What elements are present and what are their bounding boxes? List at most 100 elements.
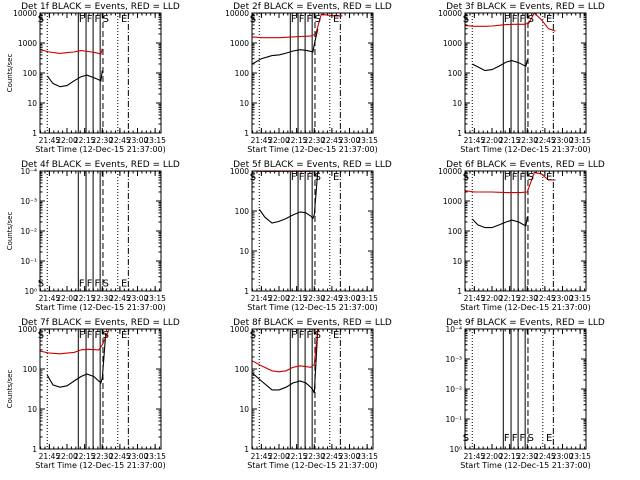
event-marker: S — [315, 172, 321, 183]
y-tick-label: 1 — [244, 287, 249, 296]
x-tick-label: 22:00 — [268, 136, 290, 145]
series-lld — [40, 48, 103, 55]
series-lld — [465, 171, 556, 194]
y-tick-label: 10⁻³ — [445, 355, 462, 364]
x-tick-label: 22:00 — [56, 136, 78, 145]
event-marker: F — [306, 330, 312, 341]
panel-det-9: Det 9f BLACK = Events, RED = LLD 10⁰ 10⁻¹ 1… — [445, 318, 604, 470]
series-events — [251, 328, 319, 394]
x-tick-label: 23:00 — [127, 294, 149, 303]
event-marker: F — [504, 172, 510, 183]
event-marker: F — [87, 14, 93, 25]
y-axis-label: Counts/sec — [6, 212, 14, 251]
event-marker: E — [121, 330, 127, 341]
series-events — [471, 216, 528, 229]
series-events — [251, 28, 319, 65]
series-events — [258, 170, 319, 224]
x-tick-label: 23:15 — [569, 294, 591, 303]
y-tick-label: 10 — [239, 247, 249, 256]
x-tick-label: 22:00 — [268, 294, 290, 303]
y-tick-label: 10⁻¹ — [445, 415, 462, 424]
event-marker: S — [315, 14, 321, 25]
x-tick-label: 23:15 — [144, 294, 166, 303]
y-tick-label: 1 — [32, 445, 37, 454]
y-tick-label: 1000 — [230, 325, 249, 334]
y-tick-label: 10 — [27, 99, 37, 108]
x-tick-label: 21:45 — [464, 294, 486, 303]
event-marker: F — [519, 172, 525, 183]
panel-title: Det 8f BLACK = Events, RED = LLD — [233, 318, 392, 328]
y-tick-label: 10000 — [13, 9, 37, 18]
x-tick-label: 21:45 — [39, 136, 61, 145]
x-axis-label: Start Time (12-Dec-15 21:37:00) — [247, 461, 378, 470]
panel-title: Det 3f BLACK = Events, RED = LLD — [446, 2, 605, 12]
event-marker: F — [519, 433, 525, 444]
x-tick-label: 21:45 — [251, 452, 273, 461]
y-tick-label: 1000 — [18, 39, 37, 48]
x-tick-label: 22:45 — [109, 136, 131, 145]
y-tick-label: 100 — [235, 207, 250, 216]
event-marker: F — [299, 14, 305, 25]
x-tick-label: 22:45 — [534, 294, 556, 303]
panel-det-5: Det 5f BLACK = Events, RED = LLD 1 10 100 10… — [230, 160, 392, 312]
y-tick-label: 10⁻¹ — [20, 257, 37, 266]
x-axis-label: Start Time (12-Dec-15 21:37:00) — [247, 303, 378, 312]
x-tick-label: 22:45 — [534, 452, 556, 461]
event-marker: F — [94, 14, 100, 25]
x-tick-label: 22:15 — [286, 136, 308, 145]
event-marker: E — [546, 172, 552, 183]
panel-title: Det 4f BLACK = Events, RED = LLD — [21, 160, 180, 170]
panel-title: Det 6f BLACK = Events, RED = LLD — [446, 160, 605, 170]
x-tick-label: 22:15 — [499, 452, 521, 461]
y-tick-label: 1 — [457, 129, 462, 138]
x-tick-label: 22:00 — [481, 452, 503, 461]
event-marker: F — [94, 279, 100, 290]
y-tick-label: 10000 — [438, 167, 462, 176]
plot-frame — [251, 170, 374, 292]
event-marker: F — [512, 172, 518, 183]
x-tick-label: 23:00 — [127, 136, 149, 145]
panel-title: Det 7f BLACK = Events, RED = LLD — [21, 318, 180, 328]
event-marker: F — [512, 433, 518, 444]
x-tick-label: 22:15 — [286, 452, 308, 461]
y-tick-label: 100 — [235, 69, 250, 78]
x-tick-label: 22:45 — [321, 136, 343, 145]
x-tick-label: 22:30 — [91, 136, 113, 145]
x-axis-label: Start Time (12-Dec-15 21:37:00) — [460, 145, 591, 154]
panel-det-1: Det 1f BLACK = Events, RED = LLD 1 10 100 10… — [6, 2, 180, 154]
y-tick-label: 10000 — [438, 9, 462, 18]
plot-frame — [251, 328, 374, 450]
x-tick-label: 22:15 — [74, 294, 96, 303]
x-tick-label: 23:15 — [356, 452, 378, 461]
x-tick-label: 22:45 — [109, 452, 131, 461]
panel-det-4: Det 4f BLACK = Events, RED = LLD 10⁰ 10⁻¹ 1… — [6, 160, 180, 312]
event-marker: F — [306, 14, 312, 25]
event-marker: S — [463, 433, 469, 444]
x-tick-label: 22:00 — [56, 452, 78, 461]
x-tick-label: 23:15 — [569, 136, 591, 145]
y-tick-label: 1000 — [443, 197, 462, 206]
y-tick-label: 10⁻⁴ — [445, 325, 462, 334]
event-marker: F — [512, 14, 518, 25]
event-marker: S — [528, 14, 534, 25]
panel-title: Det 2f BLACK = Events, RED = LLD — [233, 2, 392, 12]
event-marker: E — [333, 14, 339, 25]
y-tick-label: 10⁻⁴ — [20, 167, 37, 176]
x-tick-label: 22:00 — [481, 136, 503, 145]
x-tick-label: 21:45 — [464, 452, 486, 461]
x-tick-label: 22:00 — [56, 294, 78, 303]
x-tick-label: 22:00 — [481, 294, 503, 303]
y-tick-label: 10 — [239, 99, 249, 108]
y-tick-label: 10⁰ — [449, 445, 462, 454]
event-marker: E — [333, 330, 339, 341]
event-marker: E — [121, 14, 127, 25]
x-tick-label: 23:00 — [552, 294, 574, 303]
event-marker: F — [299, 330, 305, 341]
y-tick-label: 10⁻² — [445, 385, 462, 394]
y-tick-label: 1000 — [230, 39, 249, 48]
x-tick-label: 22:30 — [516, 294, 538, 303]
event-marker: S — [250, 330, 256, 341]
event-marker: S — [250, 172, 256, 183]
y-tick-label: 1 — [244, 129, 249, 138]
